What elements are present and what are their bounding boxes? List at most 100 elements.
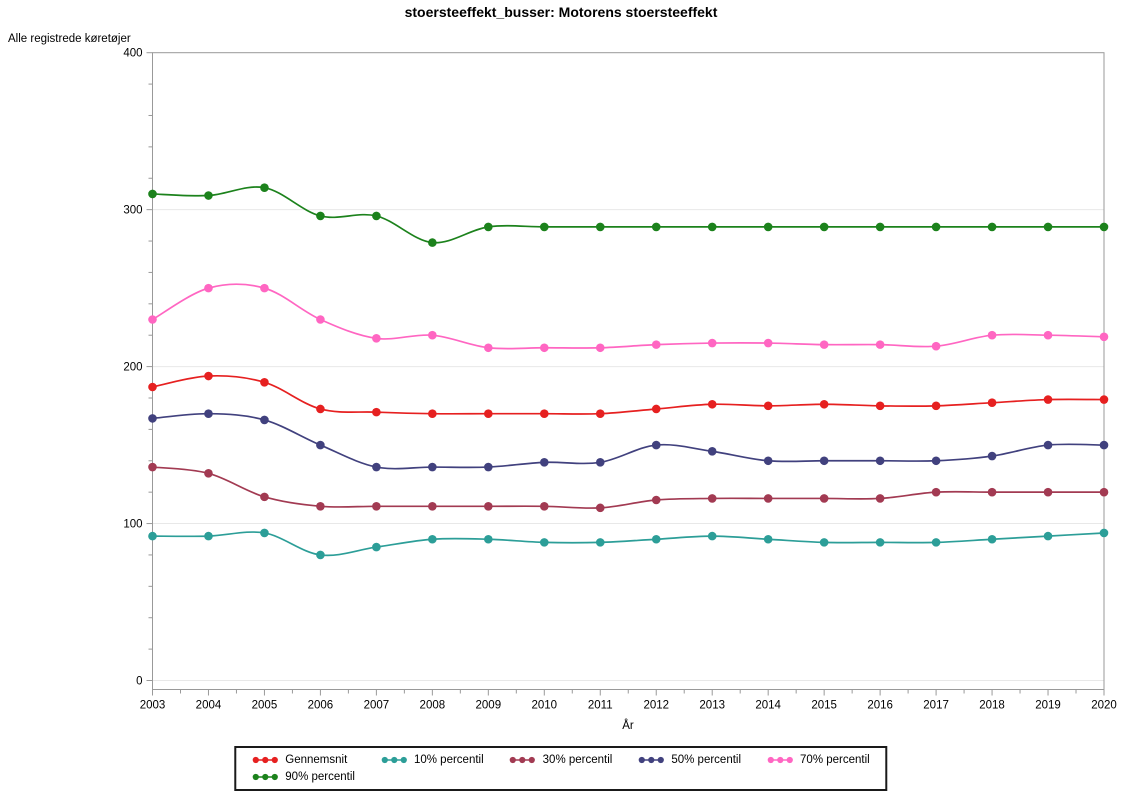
data-point-marker [316,440,325,450]
x-tick-label: 2017 [923,700,949,712]
data-point-marker [484,462,493,472]
data-point-marker [987,330,997,340]
data-point-marker [651,495,661,505]
data-point-marker [651,404,661,414]
data-point-marker [316,315,325,324]
data-point-marker [372,334,381,343]
data-point-marker [428,238,437,247]
data-point-marker [651,440,661,450]
data-point-marker [260,183,269,192]
data-point-marker [372,462,381,472]
data-point-marker [148,531,157,541]
data-point-marker [595,538,605,547]
series-line [152,466,1104,509]
data-point-marker [1099,440,1109,450]
legend-marker-icon [510,756,536,764]
series-50-percentil [148,409,1109,472]
data-point-marker [931,487,941,497]
data-point-marker [484,501,493,511]
legend-marker-icon [638,756,664,764]
data-point-marker [316,404,325,414]
y-tick-label: 100 [123,519,142,531]
x-tick-label: 2003 [140,700,166,712]
data-point-marker [707,222,717,232]
data-point-marker [875,222,885,232]
data-point-marker [1043,395,1053,404]
x-tick-label: 2014 [755,700,781,712]
data-point-marker [819,494,829,503]
legend: Gennemsnit 10% percentil 30% percentil 50% … [234,746,888,791]
data-point-marker [931,456,941,466]
data-point-marker [204,371,213,381]
data-point-marker [260,283,269,293]
data-point-marker [987,222,997,232]
data-point-marker [987,398,997,408]
x-tick-label: 2007 [364,700,390,712]
data-point-marker [819,222,829,232]
x-axis-ticks: 2003 2004 2005 2006 2007 2008 2009 2010 2011 2012… [140,689,1117,712]
data-point-marker [1043,531,1053,541]
data-point-marker [1099,332,1109,342]
legend-item-label: Gennemsnit [285,754,348,766]
legend-item-label: 10% percentil [413,754,484,766]
x-axis-label: År [622,720,634,732]
data-point-marker [763,338,773,348]
chart-title: stoersteeffekt_busser: Motorens stoerste… [404,4,718,20]
data-point-marker [763,401,773,411]
data-point-marker [260,378,269,387]
data-point-marker [763,222,773,232]
data-point-marker [819,456,829,466]
x-tick-label: 2020 [1091,700,1117,712]
data-point-marker [428,462,437,472]
legend-item-gennemsnit: Gennemsnit [252,752,355,768]
data-point-marker [819,340,829,349]
y-tick-label: 400 [123,48,142,60]
series-line [152,374,1105,415]
series-line [152,283,1105,350]
data-point-marker [1043,440,1053,450]
x-tick-label: 2005 [252,700,278,712]
data-point-marker [875,456,885,466]
data-point-marker [260,528,269,538]
data-point-marker [316,211,325,221]
data-point-marker [428,409,437,418]
data-point-marker [204,283,213,293]
data-point-marker [595,343,605,353]
legend-item-label: 50% percentil [671,754,742,766]
data-point-marker [707,399,717,409]
data-point-marker [428,534,437,544]
legend-item-70-percentil: 70% percentil [767,752,870,768]
data-point-marker [763,456,773,466]
legend-marker-icon [252,773,278,781]
data-point-marker [372,211,381,221]
series-line [152,412,1105,470]
x-tick-label: 2011 [588,700,613,712]
data-point-marker [260,415,269,425]
data-point-marker [651,340,661,349]
data-point-marker [204,191,213,200]
data-point-marker [875,340,885,349]
series-line [152,531,1105,557]
data-point-marker [539,222,549,232]
data-point-marker [931,341,941,351]
data-point-marker [875,494,885,503]
data-point-marker [763,494,773,503]
legend-marker-icon [252,756,278,764]
data-point-marker [763,534,773,544]
data-point-marker [539,343,549,353]
data-point-marker [539,538,549,547]
data-point-marker [539,409,549,418]
data-point-marker [204,469,213,478]
series-30-percentil [148,462,1109,513]
data-point-marker [987,534,997,544]
data-point-marker [484,222,493,232]
legend-item-30-percentil: 30% percentil [510,752,612,768]
data-point-marker [875,538,885,547]
data-point-marker [539,458,549,467]
x-tick-label: 2004 [196,700,222,712]
data-point-marker [1099,222,1109,232]
x-tick-label: 2010 [531,700,557,712]
data-point-marker [1043,487,1053,497]
data-point-marker [484,409,493,418]
